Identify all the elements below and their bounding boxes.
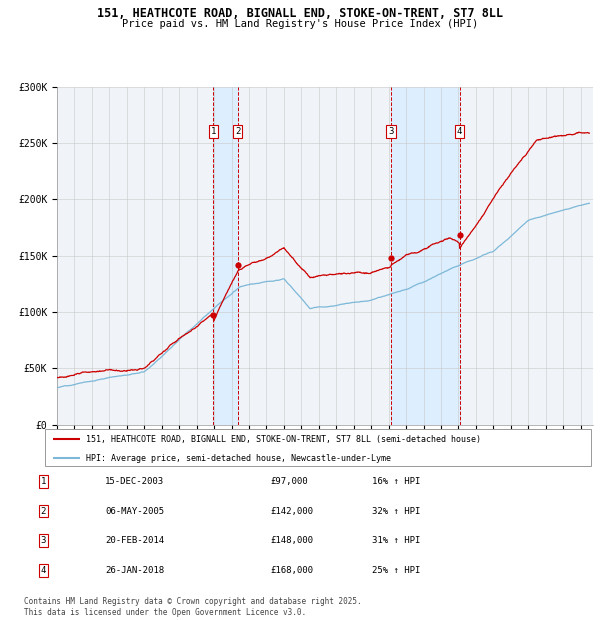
Text: 15-DEC-2003: 15-DEC-2003 xyxy=(105,477,164,485)
Text: 1: 1 xyxy=(41,477,46,485)
Bar xyxy=(214,87,238,425)
Text: Contains HM Land Registry data © Crown copyright and database right 2025.: Contains HM Land Registry data © Crown c… xyxy=(24,597,362,606)
Bar xyxy=(391,87,460,425)
Text: 151, HEATHCOTE ROAD, BIGNALL END, STOKE-ON-TRENT, ST7 8LL: 151, HEATHCOTE ROAD, BIGNALL END, STOKE-… xyxy=(97,7,503,20)
Text: 2: 2 xyxy=(235,127,241,136)
Text: £142,000: £142,000 xyxy=(270,507,313,515)
Text: 3: 3 xyxy=(388,127,394,136)
Text: 2: 2 xyxy=(41,507,46,515)
FancyBboxPatch shape xyxy=(45,429,591,466)
Text: 4: 4 xyxy=(457,127,463,136)
Text: 4: 4 xyxy=(41,566,46,575)
Text: £148,000: £148,000 xyxy=(270,536,313,545)
Text: £168,000: £168,000 xyxy=(270,566,313,575)
Text: HPI: Average price, semi-detached house, Newcastle-under-Lyme: HPI: Average price, semi-detached house,… xyxy=(86,454,391,463)
Text: 31% ↑ HPI: 31% ↑ HPI xyxy=(372,536,421,545)
Text: 20-FEB-2014: 20-FEB-2014 xyxy=(105,536,164,545)
Text: Price paid vs. HM Land Registry's House Price Index (HPI): Price paid vs. HM Land Registry's House … xyxy=(122,19,478,29)
Text: 25% ↑ HPI: 25% ↑ HPI xyxy=(372,566,421,575)
Text: 1: 1 xyxy=(211,127,216,136)
Text: 16% ↑ HPI: 16% ↑ HPI xyxy=(372,477,421,485)
Text: 26-JAN-2018: 26-JAN-2018 xyxy=(105,566,164,575)
Text: 151, HEATHCOTE ROAD, BIGNALL END, STOKE-ON-TRENT, ST7 8LL (semi-detached house): 151, HEATHCOTE ROAD, BIGNALL END, STOKE-… xyxy=(86,435,481,443)
Text: 32% ↑ HPI: 32% ↑ HPI xyxy=(372,507,421,515)
Text: This data is licensed under the Open Government Licence v3.0.: This data is licensed under the Open Gov… xyxy=(24,608,306,617)
Text: 06-MAY-2005: 06-MAY-2005 xyxy=(105,507,164,515)
Text: 3: 3 xyxy=(41,536,46,545)
Text: £97,000: £97,000 xyxy=(270,477,308,485)
